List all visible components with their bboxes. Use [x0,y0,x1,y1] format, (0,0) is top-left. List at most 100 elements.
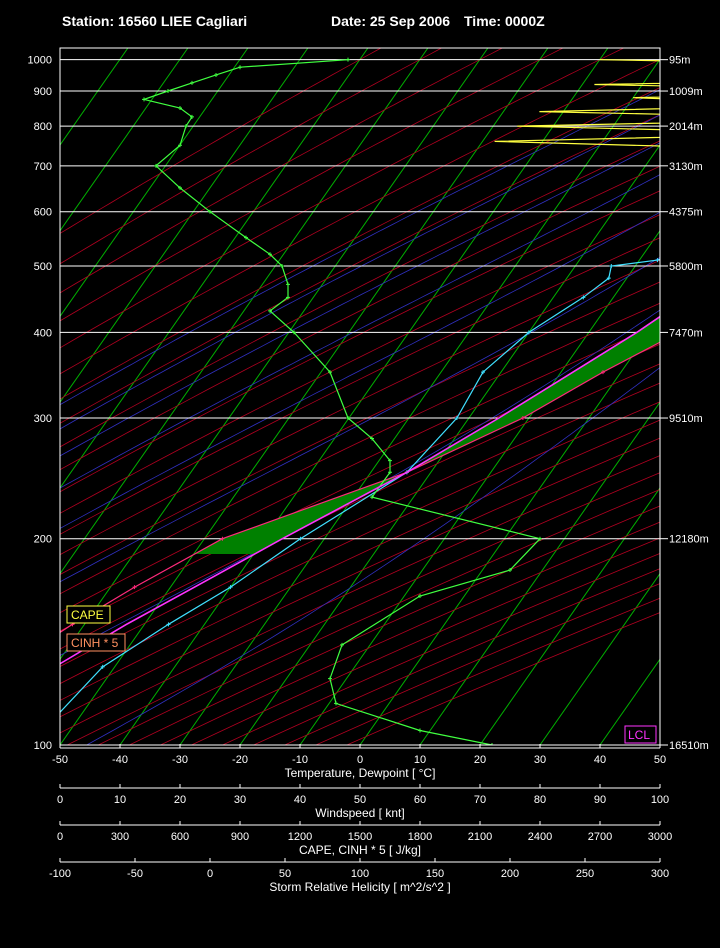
dewpoint-point [228,585,233,590]
isotherm-line [60,48,189,232]
cape-tick-label: 1800 [408,831,432,843]
dry-adiabat-line [60,48,442,265]
moist-adiabat-line [86,367,660,745]
moist-adiabat-line [60,89,660,406]
cape-tick-label: 300 [111,831,129,843]
cape-tick-label: 2100 [468,831,492,843]
dry-adiabat-line [60,259,660,556]
cape-tick-label: 3000 [648,831,672,843]
dewpoint-point [581,295,586,300]
height-label: 95m [669,55,690,67]
pressure-tick-label: 800 [34,121,52,133]
helicity-tick-label: -100 [49,868,71,880]
date-title: Date: 25 Sep 2006 [331,13,450,29]
wind-point [286,295,290,300]
pressure-tick-label: 1000 [28,55,52,67]
height-label: 1009m [669,86,703,98]
cape-tick-label: 0 [57,831,63,843]
wind-point [334,701,338,706]
dry-adiabat-line [129,505,660,745]
height-label: 3130m [669,161,703,173]
height-label: 12180m [669,534,709,546]
temperature-point [601,370,606,375]
dry-adiabat-line [60,237,660,535]
temperature-tick-label: -50 [52,754,68,766]
cape-tick-label: 600 [171,831,189,843]
dry-adiabat-line [60,343,660,632]
temperature-point [220,536,225,541]
temperature-tick-label: 50 [654,754,666,766]
height-label: 2014m [669,121,703,133]
temperature-tick-label: 20 [474,754,486,766]
isotherm-line [299,229,660,745]
wind-point [178,106,182,111]
temperature-tick-label: -30 [172,754,188,766]
windspeed-tick-label: 90 [594,794,606,806]
helicity-tick-label: 300 [651,868,669,880]
cape-tick-label: 1500 [348,831,372,843]
helicity-tick-label: 150 [426,868,444,880]
dewpoint-point [166,622,171,627]
helicity-tick-label: 200 [501,868,519,880]
wind-point [184,124,188,129]
temperature-point [520,416,525,421]
isotherm-line [659,744,660,745]
time-title: Time: 0000Z [464,13,545,29]
cape-tick-label: 2700 [588,831,612,843]
dry-adiabat-line [60,382,660,667]
helicity-tick-label: 250 [576,868,594,880]
isotherm-line [60,48,429,575]
dry-adiabat-line [222,552,660,745]
dry-adiabat-line [60,87,660,400]
temperature-tick-label: 10 [414,754,426,766]
station-title: Station: 16560 LIEE Cagliari [62,13,247,29]
dewpoint-point [298,536,303,541]
temperature-tick-label: -20 [232,754,248,766]
cape-axis-label: CAPE, CINH * 5 [ J/kg] [299,843,421,857]
wind-point [418,728,422,733]
wind-point [328,676,332,681]
dewpoint-point [655,258,660,263]
dry-adiabat-line [60,455,660,734]
isotherm-line [419,401,660,745]
windspeed-tick-label: 60 [414,794,426,806]
dry-adiabat-line [60,48,382,234]
wind-point [370,495,374,500]
height-label: 4375m [669,207,703,219]
cape-legend-label: CAPE [71,608,104,622]
dewpoint-point [22,743,26,747]
temperature-line [60,341,660,634]
windspeed-tick-label: 30 [234,794,246,806]
windspeed-tick-label: 100 [651,794,669,806]
wind-point [214,72,218,77]
isotherm-line [60,48,549,745]
lcl-legend-label: LCL [628,728,650,742]
temperature-tick-label: -40 [112,754,128,766]
wind-point [178,143,182,148]
pressure-tick-label: 500 [34,261,52,273]
parcel-line [60,315,660,665]
moist-adiabat-line [60,174,660,489]
pressure-tick-label: 200 [34,534,52,546]
wind-point [328,370,332,375]
dry-adiabat-line [60,401,660,685]
wind-point [370,436,374,441]
moist-adiabat-line [60,114,660,430]
dewpoint-point [100,664,105,669]
wind-point [178,185,182,190]
helicity-axis-label: Storm Relative Helicity [ m^2/s^2 ] [269,880,450,894]
wind-point [166,89,170,94]
cape-tick-label: 1200 [288,831,312,843]
dry-adiabat-line [60,302,660,595]
dewpoint-point [687,247,691,251]
height-label: 7470m [669,327,703,339]
dry-adiabat-line [60,363,660,650]
wind-point [280,263,284,268]
pressure-tick-label: 600 [34,207,52,219]
dewpoint-point [526,330,531,335]
lcl-legend: LCL [624,725,657,744]
axes: 100200300400500600700800900100016510m121… [28,55,709,894]
pressure-tick-label: 400 [34,327,52,339]
temperature-point [132,585,137,590]
